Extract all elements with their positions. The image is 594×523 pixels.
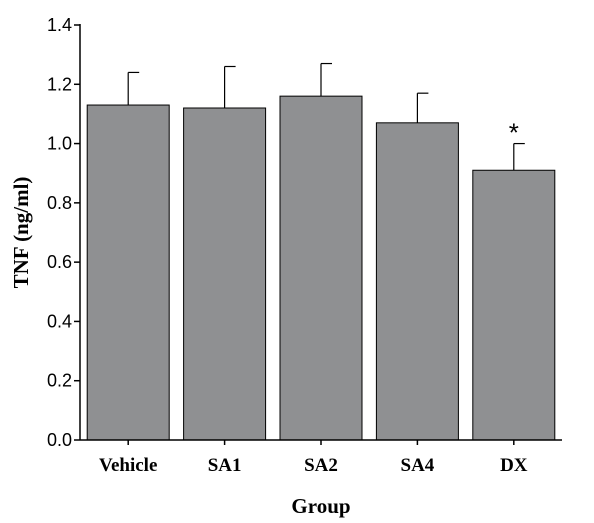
bar-sa4 bbox=[375, 122, 459, 441]
bar-vehicle bbox=[86, 104, 170, 441]
x-tick-label: SA2 bbox=[304, 455, 338, 476]
x-tick-labels: Vehicle SA1 SA2 SA4 DX bbox=[99, 440, 528, 476]
y-tick-label: 1.2 bbox=[47, 74, 72, 94]
x-tick-label: SA1 bbox=[208, 455, 242, 476]
bar-sa1 bbox=[183, 107, 267, 441]
y-tick-label: 0.8 bbox=[47, 193, 72, 213]
y-tick-label: 0.4 bbox=[47, 311, 72, 331]
bar-dx bbox=[472, 169, 556, 441]
significance-marker: * bbox=[509, 118, 519, 148]
y-tick-label: 0.2 bbox=[47, 371, 72, 391]
y-tick-label: 1.4 bbox=[47, 15, 72, 35]
y-tick-label: 1.0 bbox=[47, 134, 72, 154]
y-tick-label: 0.0 bbox=[47, 430, 72, 450]
plot-marks: * bbox=[86, 62, 556, 441]
bar-sa2 bbox=[279, 95, 363, 441]
y-axis-title: TNF (ng/ml) bbox=[9, 177, 33, 289]
x-tick-label: Vehicle bbox=[99, 455, 157, 476]
x-tick-label: SA4 bbox=[401, 455, 435, 476]
x-axis-title: Group bbox=[291, 494, 350, 518]
y-tick-label: 0.6 bbox=[47, 252, 72, 272]
y-ticks: 0.0 0.2 0.4 0.6 0.8 1.0 1.2 1.4 bbox=[47, 15, 80, 450]
x-tick-label: DX bbox=[500, 455, 528, 476]
